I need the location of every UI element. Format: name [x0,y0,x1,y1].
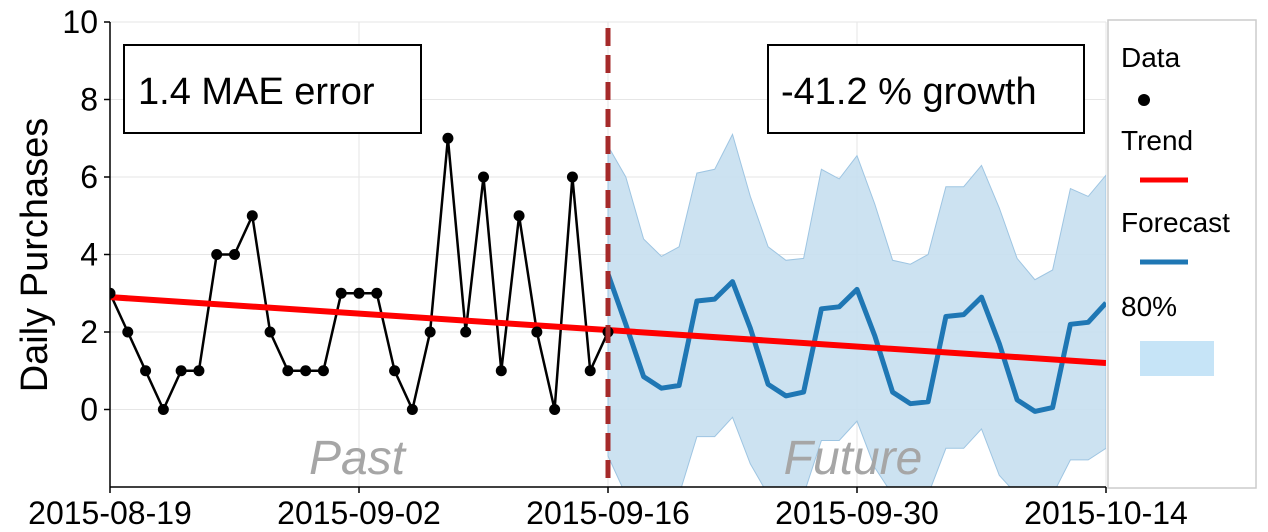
y-tick-label: 10 [62,4,98,40]
data-point [175,365,187,377]
data-point [584,365,596,377]
x-tick-label: 2015-08-19 [28,495,192,531]
data-point [460,326,472,338]
data-point [264,326,276,338]
y-tick-label: 6 [80,159,98,195]
forecast-line [605,273,1106,414]
data-point [495,365,507,377]
future-label: Future [784,432,923,485]
past-label: Past [309,432,407,485]
data-point [424,326,436,338]
x-tick-label: 2015-10-14 [1024,495,1188,531]
data-point [566,171,578,183]
legend-frame [1107,19,1257,489]
data-point [193,365,205,377]
data-point [229,249,240,260]
y-tick-label: 8 [80,82,98,118]
y-tick-labels: 0 2 4 6 8 10 [62,4,110,428]
mae-label: 1.4 MAE error [138,71,375,113]
data-point [478,171,489,183]
legend-trend-label: Trend [1121,125,1193,156]
legend-forecast-label: Forecast [1121,207,1230,238]
x-tick-labels: 2015-08-19 2015-09-02 2015-09-16 2015-09-30… [28,487,1188,531]
data-point [513,210,525,222]
data-point [549,404,561,415]
data-point [353,287,365,299]
legend-data-label: Data [1121,42,1181,73]
data-point [140,365,152,377]
data-points [110,132,614,415]
legend: Data Trend Forecast 80% [1107,19,1257,489]
y-axis-label: Daily Purchases [14,118,56,393]
legend-data-marker [1138,94,1150,106]
data-point [371,287,383,299]
x-tick-label: 2015-09-02 [277,495,441,531]
data-point [282,365,294,377]
data-point [300,365,312,377]
data-point [389,365,401,377]
data-point [406,404,418,415]
data-point [122,326,134,338]
data-point [335,287,347,299]
data-point [531,326,543,338]
growth-label: -41.2 % growth [781,71,1037,113]
x-tick-label: 2015-09-30 [775,495,939,531]
x-tick-label: 2015-09-16 [526,495,690,531]
data-point [157,404,169,415]
data-point [110,287,116,299]
mae-box [123,44,422,134]
growth-box [767,44,1085,134]
y-tick-label: 2 [80,314,98,350]
data-point [246,210,258,222]
data-point [211,249,223,260]
data-point [442,132,454,144]
forecast-interval-band [607,133,1106,487]
y-tick-label: 4 [80,237,98,273]
data-point [317,365,329,377]
legend-interval-swatch [1140,341,1214,376]
legend-interval-label: 80% [1121,291,1177,322]
y-tick-label: 0 [80,392,98,428]
